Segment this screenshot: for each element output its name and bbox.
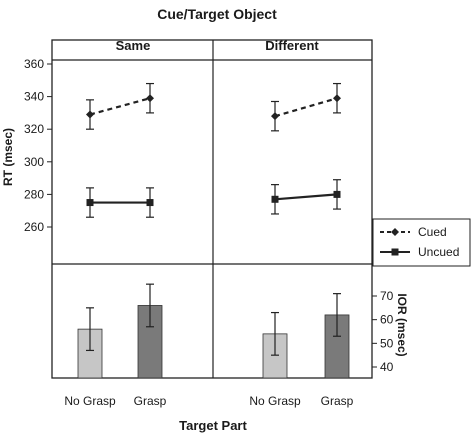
rt-tick-label: 260 (24, 220, 44, 234)
series-line-cued (274, 97, 338, 118)
legend: Cued Uncued (372, 218, 471, 267)
cued-point (146, 94, 154, 103)
rt-tick-label: 300 (24, 155, 44, 169)
series-line-cued (89, 97, 151, 116)
ior-tick-label: 40 (380, 360, 394, 374)
rt-axis-label: RT (msec) (1, 128, 15, 186)
column-header-same: Same (116, 38, 151, 53)
legend-label-uncued: Uncued (418, 245, 459, 259)
ior-axis-label: IOR (msec) (395, 293, 409, 356)
series-line-uncued (274, 193, 338, 201)
legend-label-cued: Cued (418, 225, 447, 239)
legend-marker-cued (391, 228, 399, 236)
legend-marker-uncued (391, 248, 399, 256)
x-tick-label: Grasp (321, 394, 354, 408)
uncued-point (86, 199, 94, 207)
rt-tick-label: 320 (24, 122, 44, 136)
x-axis-label: Target Part (179, 418, 247, 433)
rt-tick-label: 360 (24, 57, 44, 71)
chart-title: Cue/Target Object (157, 6, 277, 22)
rt-tick-label: 280 (24, 187, 44, 201)
uncued-point (333, 190, 341, 198)
uncued-point (271, 195, 279, 203)
x-tick-label: No Grasp (249, 394, 301, 408)
rt-tick-label: 340 (24, 90, 44, 104)
cued-point (86, 110, 94, 119)
uncued-point (146, 199, 154, 207)
ior-tick-label: 60 (380, 313, 394, 327)
x-tick-label: No Grasp (64, 394, 116, 408)
plot-frame (51, 39, 373, 379)
x-tick-label: Grasp (134, 394, 167, 408)
cued-point (271, 112, 279, 121)
cued-point (333, 94, 341, 103)
column-header-different: Different (265, 38, 319, 53)
ior-tick-label: 70 (380, 289, 394, 303)
legend-box (372, 218, 471, 267)
ior-tick-label: 50 (380, 336, 394, 350)
